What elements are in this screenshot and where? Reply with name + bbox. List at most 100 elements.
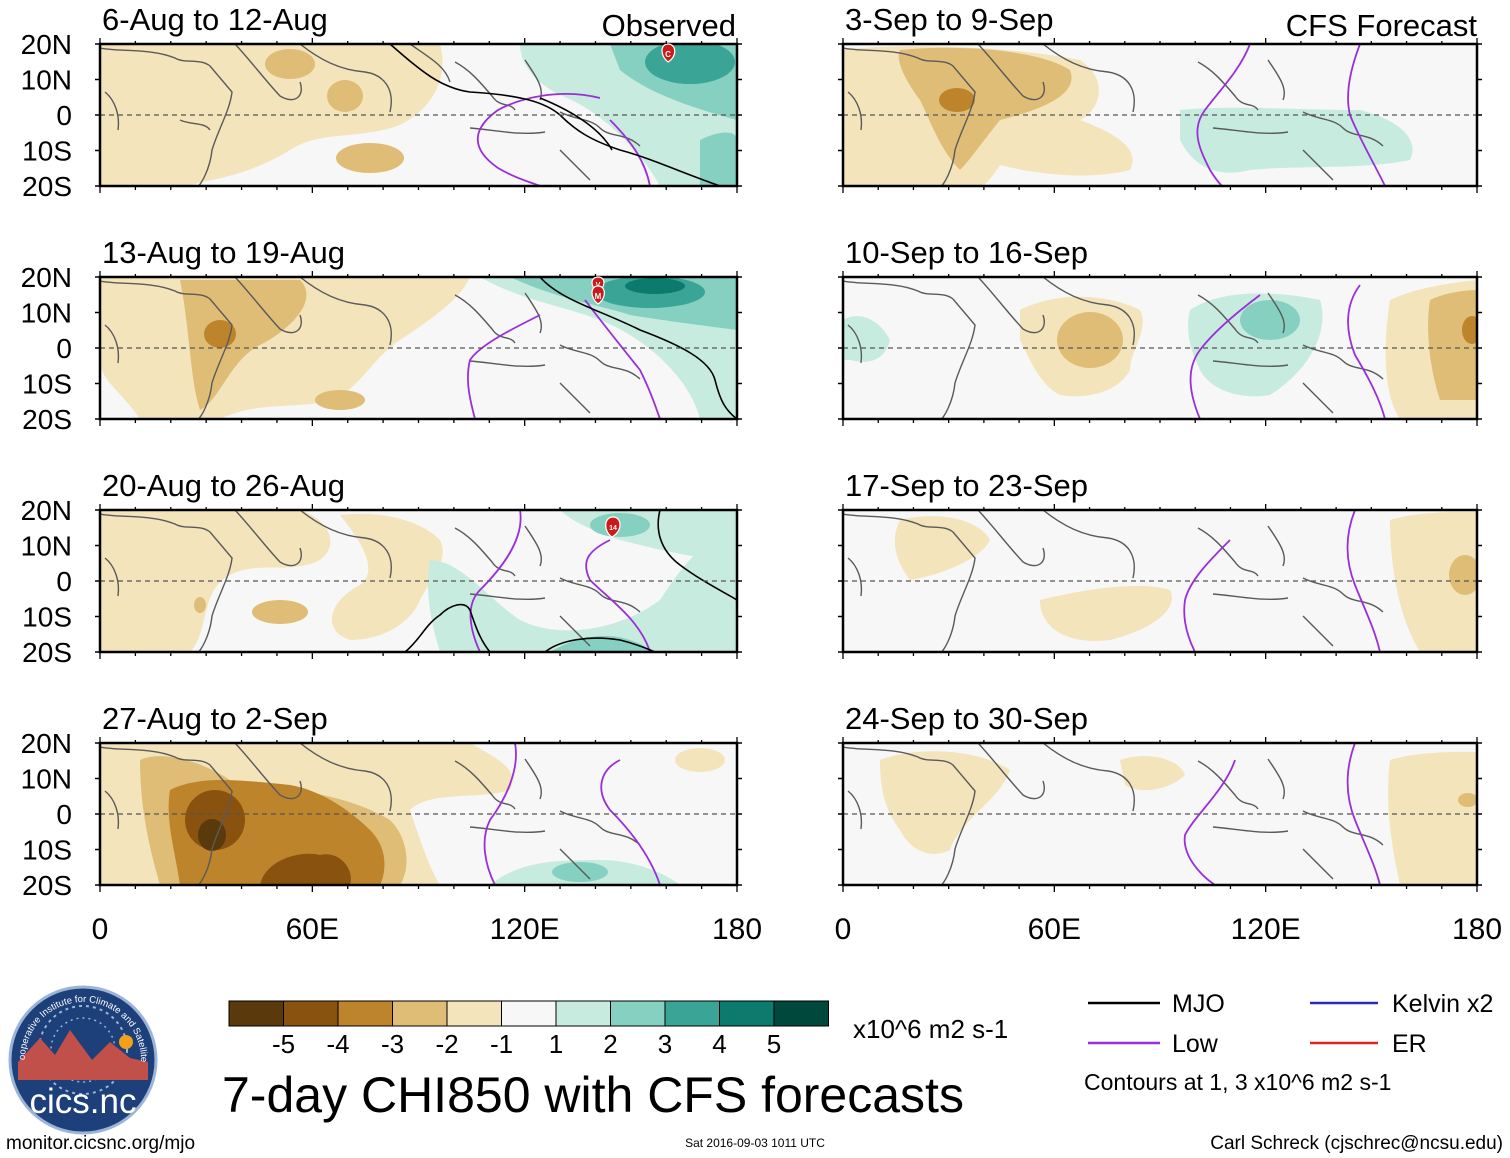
lon-tick-label: 180 [1452,913,1502,946]
contour-lines [1183,510,1381,652]
lat-tick-label: 10N [21,764,72,795]
low-contour [584,299,661,419]
lat-tick-label: 10S [22,835,72,866]
panel-title: 3-Sep to 9-Sep [845,2,1054,37]
map-panel-observed-1: 6-Aug to 12-Aug Observed [98,2,739,188]
storm-marker: C [661,43,676,63]
mountain-icon [18,1030,148,1080]
contour-lines [467,277,737,419]
low-contour [1346,510,1381,652]
lat-tick-label: 10N [21,298,72,329]
lat-tick-label: 0 [56,566,72,597]
lon-tick-label: 180 [712,913,762,946]
low-contour [467,314,541,419]
contour-lines [483,743,661,885]
legend: MJO Low Kelvin x2 ER Contours at 1, 3 x1… [1084,990,1493,1095]
coastlines [100,743,641,885]
column-header-observed: Observed [602,8,736,43]
colorbar-tick-label: -3 [381,1029,404,1059]
lon-tick-label: 60E [286,913,339,946]
colorbar-swatch [392,1000,448,1027]
colorbar-units: x10^6 m2 s-1 [853,1014,1008,1044]
lon-tick-label: 0 [835,913,852,946]
mjo-contour [657,510,737,601]
lat-tick-label: 20N [21,262,72,293]
contour-lines [1183,743,1381,885]
lat-tick-label: 20S [22,404,72,435]
colorbar-tick-label: -2 [435,1029,458,1059]
map-panel-observed-2: 13-Aug to 19-Aug [98,235,739,421]
lon-tick-label: 120E [490,913,560,946]
mjo-contour [539,277,737,419]
axes: 20N 10N 0 10S 20S 20N 10N 0 10S 20S 20N 10N 0 10S 20S 2… [21,29,1502,946]
lat-tick-label: 20S [22,637,72,668]
colorbar-swatch [719,1000,775,1027]
low-contour [1346,743,1381,885]
lat-tick-label: 0 [56,799,72,830]
map-panel-forecast-3: 17-Sep to 23-Sep [841,468,1479,654]
colorbar-tick-label: 3 [658,1029,672,1059]
coastlines [843,277,1384,419]
colorbar-tick-label: 5 [767,1029,781,1059]
contour-lines [1189,284,1386,419]
map-panel-forecast-1: 3-Sep to 9-Sep CFS Forecast [841,2,1479,188]
colorbar-swatch [283,1000,339,1027]
colorbar-swatch [555,1000,611,1027]
low-contour [1183,759,1236,885]
colorbar-tick-label: -5 [272,1029,295,1059]
low-contour [1183,539,1231,652]
legend-label-mjo: MJO [1172,990,1225,1018]
footer-timestamp: Sat 2016-09-03 1011 UTC [685,1136,825,1150]
coastlines [843,510,1384,652]
low-contour [1189,294,1261,419]
mjo-contour [544,637,656,652]
colorbar-swatch [610,1000,666,1027]
map-panel-forecast-2: 10-Sep to 16-Sep [841,235,1479,421]
colorbar-tick-label: -1 [490,1029,513,1059]
coastlines [843,743,1384,885]
colorbar-tick-label: 4 [712,1029,726,1059]
figure-title: 7-day CHI850 with CFS forecasts [222,1067,964,1123]
mjo-contour [539,97,613,151]
lat-tick-label: 20N [21,29,72,60]
lon-tick-label: 0 [92,913,109,946]
map-panel-forecast-4: 24-Sep to 30-Sep [841,701,1479,887]
logo-text: cics.nc [30,1082,137,1121]
storm-marker: M [591,285,605,305]
low-contour [469,510,522,652]
low-contour [609,119,651,186]
low-contour [476,93,601,186]
footer-url: monitor.cicsnc.org/mjo [6,1133,195,1154]
panel-title: 17-Sep to 23-Sep [845,468,1088,503]
contour-lines [404,510,737,652]
lon-tick-label: 120E [1231,913,1301,946]
colorbar-swatch [501,1000,557,1027]
svg-text:M: M [595,292,602,301]
map-panel-observed-4: 27-Aug to 2-Sep [98,701,739,887]
colorbar-swatch [446,1000,502,1027]
legend-label-er: ER [1392,1030,1427,1058]
lat-tick-label: 10S [22,369,72,400]
low-contour [585,539,651,652]
lat-tick-label: 10S [22,602,72,633]
lat-tick-label: 20S [22,171,72,202]
low-contour [1347,284,1386,419]
low-contour [600,759,661,885]
lat-tick-label: 0 [56,333,72,364]
colorbar-swatch [337,1000,393,1027]
lat-tick-label: 10N [21,531,72,562]
lat-tick-label: 10S [22,136,72,167]
panel-title: 6-Aug to 12-Aug [102,2,328,37]
low-contour [1196,44,1251,186]
chi850-anomaly-field [843,743,1477,885]
lat-tick-label: 20S [22,870,72,901]
lat-tick-label: 20N [21,495,72,526]
column-header-forecast: CFS Forecast [1286,8,1478,43]
low-contour [483,743,517,885]
legend-label-low: Low [1172,1030,1219,1058]
lon-tick-label: 60E [1028,913,1081,946]
colorbar: -5 -4 -3 -2 -1 1 2 3 4 5 [228,1000,829,1059]
storm-marker: 14 [605,516,621,538]
lat-tick-label: 10N [21,65,72,96]
colorbar-tick-label: -4 [326,1029,349,1059]
